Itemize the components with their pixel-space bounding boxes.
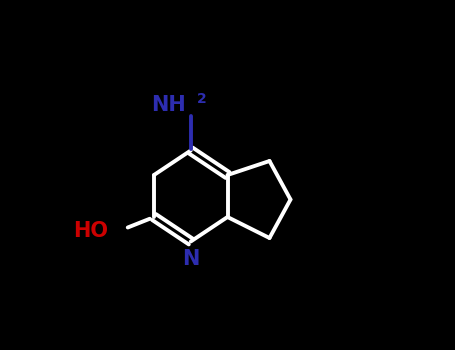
Text: HO: HO xyxy=(74,221,108,241)
Text: 2: 2 xyxy=(197,92,207,106)
Text: N: N xyxy=(182,249,199,269)
Text: NH: NH xyxy=(151,95,186,115)
